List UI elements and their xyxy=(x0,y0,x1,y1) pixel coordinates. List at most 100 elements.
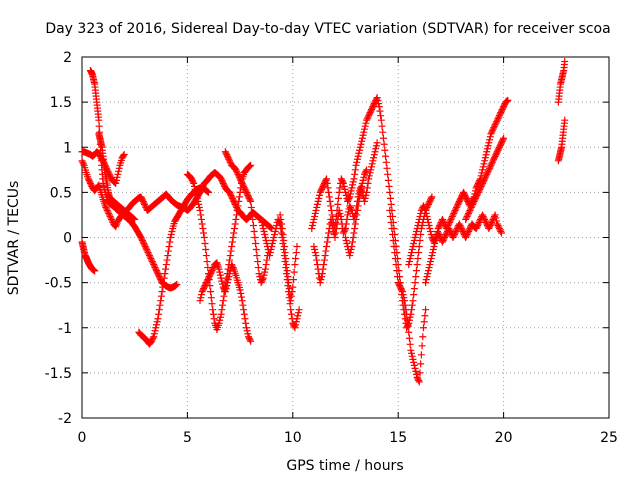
data-point xyxy=(150,333,158,341)
data-point xyxy=(391,255,399,263)
data-point xyxy=(310,215,318,223)
data-point xyxy=(280,246,288,254)
data-point xyxy=(490,155,498,163)
series-t14 xyxy=(342,166,371,260)
data-point xyxy=(496,110,504,118)
data-point xyxy=(245,193,253,201)
data-point xyxy=(419,324,427,332)
data-point xyxy=(495,112,503,120)
data-point xyxy=(164,247,172,255)
data-point xyxy=(130,215,138,223)
data-point xyxy=(377,116,385,124)
data-point xyxy=(497,109,505,117)
data-point xyxy=(245,163,253,171)
data-point xyxy=(84,175,92,183)
data-point xyxy=(242,187,250,195)
data-point xyxy=(233,206,241,214)
data-point xyxy=(308,221,316,229)
data-point xyxy=(280,252,288,260)
data-point xyxy=(101,202,109,210)
data-point xyxy=(217,310,225,318)
data-point xyxy=(208,300,216,308)
data-point xyxy=(152,265,160,273)
data-point xyxy=(345,194,353,202)
data-point xyxy=(198,220,206,228)
data-point xyxy=(148,258,156,266)
x-tick-label: 5 xyxy=(183,430,192,446)
data-point xyxy=(396,283,404,291)
data-point xyxy=(463,230,471,238)
data-point xyxy=(464,209,472,217)
data-point xyxy=(361,169,369,177)
data-point xyxy=(336,184,344,192)
data-point xyxy=(242,324,250,332)
data-point xyxy=(359,131,367,139)
data-point xyxy=(292,321,300,329)
data-point xyxy=(390,243,398,251)
data-point xyxy=(310,243,318,251)
data-point xyxy=(85,176,93,184)
data-point xyxy=(424,215,432,223)
data-point xyxy=(281,249,289,257)
data-point xyxy=(276,211,284,219)
data-point xyxy=(226,158,234,166)
data-point xyxy=(141,202,149,210)
data-point xyxy=(244,191,252,199)
data-point xyxy=(283,267,291,275)
y-tick-label: 0.5 xyxy=(50,185,72,201)
data-point xyxy=(196,206,204,214)
data-point xyxy=(488,127,496,135)
data-point xyxy=(466,206,474,214)
data-point xyxy=(289,283,297,291)
data-point xyxy=(403,316,411,324)
data-point xyxy=(368,160,376,168)
series-t10 xyxy=(257,215,303,332)
data-point xyxy=(427,255,435,263)
data-point xyxy=(360,128,368,136)
data-point xyxy=(350,229,358,237)
data-point xyxy=(340,227,348,235)
data-point xyxy=(219,297,227,305)
data-point xyxy=(471,196,479,204)
data-point xyxy=(197,291,205,299)
data-point xyxy=(414,255,422,263)
data-point xyxy=(222,149,230,157)
data-point xyxy=(138,196,146,204)
data-point xyxy=(266,223,274,231)
data-point xyxy=(105,209,113,217)
data-point xyxy=(481,157,489,165)
data-point xyxy=(334,194,342,202)
data-point xyxy=(422,206,430,214)
data-point xyxy=(190,179,198,187)
data-point xyxy=(311,212,319,220)
y-tick-label: -1 xyxy=(58,321,72,337)
data-point xyxy=(291,261,299,269)
data-point xyxy=(367,163,375,171)
data-point xyxy=(426,224,434,232)
data-point xyxy=(434,229,442,237)
data-point xyxy=(417,360,425,368)
data-point xyxy=(481,217,489,225)
data-point xyxy=(228,262,236,270)
data-point xyxy=(486,164,494,172)
data-point xyxy=(463,212,471,220)
data-point xyxy=(370,101,378,109)
data-point xyxy=(491,121,499,129)
data-point xyxy=(259,224,267,232)
data-point xyxy=(499,104,507,112)
data-point xyxy=(335,206,343,214)
data-point xyxy=(284,273,292,281)
data-point xyxy=(314,197,322,205)
data-point xyxy=(216,316,224,324)
data-point xyxy=(218,306,226,314)
data-point xyxy=(324,184,332,192)
data-point xyxy=(410,361,418,369)
data-point xyxy=(202,246,210,254)
data-point xyxy=(199,286,207,294)
data-point xyxy=(449,211,457,219)
data-point xyxy=(224,276,232,284)
data-point xyxy=(504,96,512,104)
data-point xyxy=(293,315,301,323)
data-point xyxy=(222,285,230,293)
data-point xyxy=(240,182,248,190)
